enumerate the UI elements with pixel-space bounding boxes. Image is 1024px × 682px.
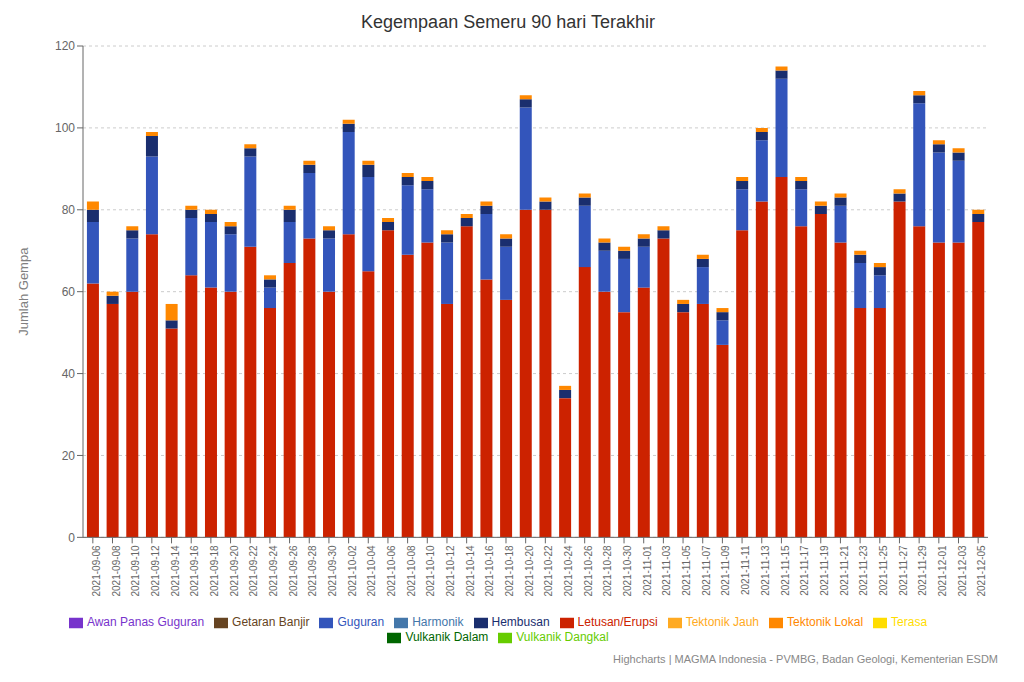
- svg-text:2021-11-23: 2021-11-23: [858, 545, 869, 596]
- html-text:Guguran: Guguran: [337, 615, 385, 630]
- svg-text:2021-09-12: 2021-09-12: [150, 545, 161, 597]
- svg-text:2021-11-21: 2021-11-21: [839, 545, 850, 596]
- svg-text:2021-09-06: 2021-09-06: [91, 545, 102, 597]
- html-text:Highcharts | MAGMA Indonesia -: Highcharts | MAGMA Indonesia - PVMBG, Ba…: [613, 653, 998, 665]
- svg-text:2021-11-17: 2021-11-17: [799, 545, 810, 596]
- svg-text:2021-09-30: 2021-09-30: [327, 545, 338, 597]
- svg-text:2021-10-14: 2021-10-14: [465, 545, 476, 597]
- svg-text:2021-12-01: 2021-12-01: [937, 545, 948, 597]
- svg-text:2021-10-10: 2021-10-10: [425, 545, 436, 597]
- svg-text:2021-09-18: 2021-09-18: [209, 545, 220, 597]
- html-text:Harmonik: Harmonik: [412, 615, 464, 630]
- svg-text:2021-09-22: 2021-09-22: [248, 545, 259, 597]
- html-text:Hembusan: Hembusan: [491, 615, 550, 630]
- svg-text:2021-10-26: 2021-10-26: [583, 545, 594, 597]
- html-text:Kegempaan Semeru 90 hari Terak: Kegempaan Semeru 90 hari Terakhir: [361, 12, 655, 32]
- svg-text:2021-11-03: 2021-11-03: [661, 545, 672, 596]
- svg-text:2021-09-14: 2021-09-14: [170, 545, 181, 597]
- svg-text:2021-10-18: 2021-10-18: [504, 545, 515, 597]
- svg-text:2021-11-27: 2021-11-27: [898, 545, 909, 596]
- svg-text:2021-10-12: 2021-10-12: [445, 545, 456, 597]
- svg-text:Jumlah Gempa: Jumlah Gempa: [16, 247, 31, 336]
- svg-text:120: 120: [55, 39, 75, 53]
- html-text:Tektonik Lokal: Tektonik Lokal: [787, 615, 864, 630]
- svg-text:20: 20: [62, 449, 76, 463]
- svg-text:2021-11-25: 2021-11-25: [878, 545, 889, 596]
- svg-text:2021-11-01: 2021-11-01: [642, 545, 653, 596]
- svg-text:2021-12-03: 2021-12-03: [957, 545, 968, 597]
- svg-text:2021-09-10: 2021-09-10: [130, 545, 141, 597]
- svg-text:2021-10-22: 2021-10-22: [543, 545, 554, 597]
- svg-text:2021-10-04: 2021-10-04: [366, 545, 377, 597]
- svg-text:2021-11-09: 2021-11-09: [721, 545, 732, 596]
- svg-text:2021-09-16: 2021-09-16: [189, 545, 200, 597]
- svg-text:60: 60: [62, 285, 76, 299]
- svg-text:100: 100: [55, 121, 75, 135]
- svg-text:2021-10-06: 2021-10-06: [386, 545, 397, 597]
- svg-text:0: 0: [68, 531, 75, 545]
- svg-text:2021-10-20: 2021-10-20: [524, 545, 535, 597]
- svg-text:2021-09-20: 2021-09-20: [229, 545, 240, 597]
- svg-text:2021-10-28: 2021-10-28: [602, 545, 613, 597]
- svg-text:2021-11-05: 2021-11-05: [681, 545, 692, 596]
- svg-text:2021-11-19: 2021-11-19: [819, 545, 830, 596]
- svg-text:2021-09-26: 2021-09-26: [288, 545, 299, 597]
- svg-text:2021-10-30: 2021-10-30: [622, 545, 633, 597]
- html-text:Vulkanik Dalam: Vulkanik Dalam: [405, 630, 489, 645]
- svg-text:2021-09-24: 2021-09-24: [268, 545, 279, 597]
- html-text:Letusan/Erupsi: Letusan/Erupsi: [577, 615, 658, 630]
- svg-text:2021-09-28: 2021-09-28: [307, 545, 318, 597]
- html-text:Awan Panas Guguran: Awan Panas Guguran: [86, 615, 205, 630]
- html-text:Terasa: Terasa: [891, 615, 928, 630]
- html-text:Vulkanik Dangkal: Vulkanik Dangkal: [516, 630, 609, 645]
- svg-text:40: 40: [62, 367, 76, 381]
- svg-text:2021-12-05: 2021-12-05: [976, 545, 987, 597]
- svg-text:2021-10-24: 2021-10-24: [563, 545, 574, 597]
- html-text:Tektonik Jauh: Tektonik Jauh: [685, 615, 759, 630]
- svg-text:2021-10-02: 2021-10-02: [347, 545, 358, 597]
- svg-text:2021-11-29: 2021-11-29: [917, 545, 928, 596]
- svg-text:2021-11-15: 2021-11-15: [780, 545, 791, 596]
- svg-text:2021-11-07: 2021-11-07: [701, 545, 712, 596]
- html-text:Getaran Banjir: Getaran Banjir: [232, 615, 310, 630]
- svg-text:2021-11-13: 2021-11-13: [760, 545, 771, 596]
- svg-text:2021-09-08: 2021-09-08: [111, 545, 122, 597]
- svg-text:2021-11-11: 2021-11-11: [740, 545, 751, 595]
- svg-text:2021-10-08: 2021-10-08: [406, 545, 417, 597]
- svg-text:2021-10-16: 2021-10-16: [484, 545, 495, 597]
- svg-text:80: 80: [62, 203, 76, 217]
